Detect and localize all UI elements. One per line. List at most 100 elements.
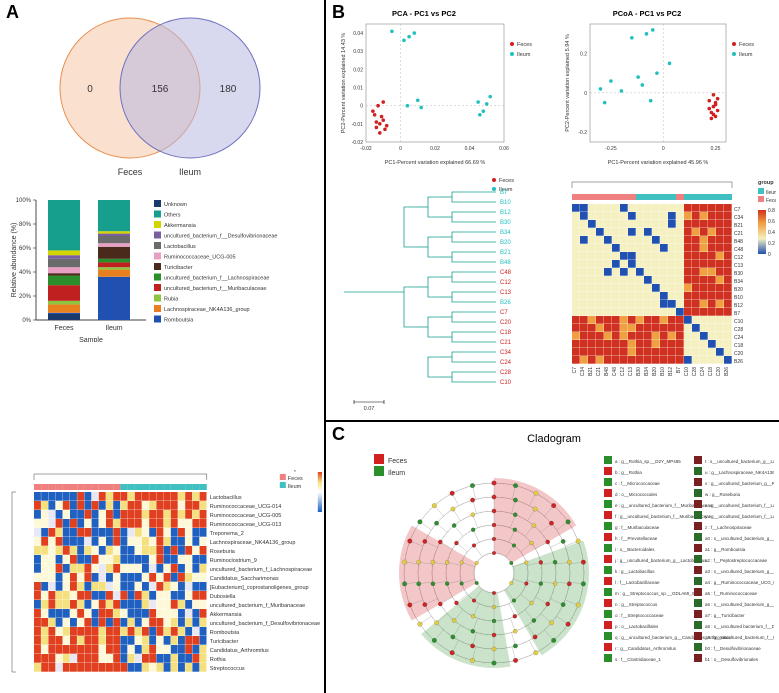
svg-text:B30: B30: [636, 367, 642, 376]
svg-text:C13: C13: [734, 263, 743, 269]
svg-text:C24: C24: [700, 367, 706, 376]
svg-text:a5 : f__Ruminococcaceae: a5 : f__Ruminococcaceae: [705, 591, 758, 596]
svg-text:a1 : g__Romboutsia: a1 : g__Romboutsia: [705, 547, 746, 552]
svg-text:a3 : s__uncultured_bacterium_g: a3 : s__uncultured_bacterium_g__Ruminoco…: [705, 569, 774, 574]
svg-text:Feces: Feces: [499, 178, 514, 184]
svg-text:0.2: 0.2: [768, 241, 775, 247]
svg-text:j : g__uncultured_bacterium_g_: j : g__uncultured_bacterium_g__Lactobaci…: [614, 558, 707, 563]
svg-text:0.03: 0.03: [353, 49, 363, 55]
svg-text:a6 : s__uncultured_bacterium_g: a6 : s__uncultured_bacterium_g__Turiciba…: [705, 602, 774, 607]
svg-text:C24: C24: [500, 360, 512, 366]
svg-text:C21: C21: [500, 340, 512, 346]
svg-text:a : g__Rothia_sp.__D2Y_MP485: a : g__Rothia_sp.__D2Y_MP485: [615, 459, 681, 464]
svg-text:0.01: 0.01: [353, 86, 363, 92]
svg-text:Sample: Sample: [79, 337, 103, 342]
svg-text:b0 : f__Desulfovibrionaceae: b0 : f__Desulfovibrionaceae: [705, 646, 761, 651]
svg-text:Turicibacter: Turicibacter: [164, 265, 193, 271]
svg-text:B34: B34: [500, 230, 511, 236]
svg-text:0.6: 0.6: [768, 219, 775, 225]
svg-text:C18: C18: [734, 343, 743, 349]
svg-text:80%: 80%: [19, 222, 32, 228]
svg-text:C28: C28: [734, 327, 743, 333]
svg-text:Ruminococcaceae_UCG-013: Ruminococcaceae_UCG-013: [210, 522, 282, 528]
svg-text:C12: C12: [500, 280, 512, 286]
svg-text:PC1-Percent variation explaine: PC1-Percent variation explained 45.96 %: [608, 160, 709, 166]
svg-text:0.8: 0.8: [768, 208, 775, 214]
svg-text:v : g__uncultured_bacterium_g_: v : g__uncultured_bacterium_g__Roseburia: [705, 481, 774, 486]
svg-text:B21: B21: [588, 367, 594, 376]
svg-text:C7: C7: [572, 367, 578, 374]
svg-text:C24: C24: [734, 335, 743, 341]
svg-text:PCA - PC1 vs PC2: PCA - PC1 vs PC2: [392, 9, 456, 18]
svg-text:C12: C12: [734, 255, 743, 261]
svg-text:B10: B10: [660, 367, 666, 376]
svg-text:B10: B10: [500, 200, 511, 206]
svg-text:PC2-Percent variation explaine: PC2-Percent variation explained 14.43 %: [341, 33, 347, 134]
venn-diagram: 0156180FecesIleum: [20, 10, 300, 185]
svg-text:B7: B7: [500, 190, 508, 196]
svg-text:0.04: 0.04: [465, 146, 475, 152]
svg-text:uncultured_bacterium_f_Lachnos: uncultured_bacterium_f_Lachnospiraceae: [210, 567, 312, 573]
svg-text:C21: C21: [596, 367, 602, 376]
svg-text:m : g__Streptococcus_sp.__GDLA: m : g__Streptococcus_sp.__GDLAMI_SD1: [615, 591, 701, 596]
svg-text:60%: 60%: [19, 246, 32, 252]
svg-text:B10: B10: [734, 295, 743, 301]
horizontal-divider: [324, 420, 779, 422]
svg-text:a4 : g__Ruminococcaceae_UCG_00: a4 : g__Ruminococcaceae_UCG_005: [705, 580, 774, 585]
svg-text:-0.01: -0.01: [352, 122, 364, 128]
svg-text:uncultured_bacterium_f__Muriba: uncultured_bacterium_f__Muribaculaceae: [164, 286, 266, 292]
svg-text:k : g__Lactobacillus: k : g__Lactobacillus: [615, 569, 655, 574]
svg-text:w : g__Roseburia: w : g__Roseburia: [705, 492, 741, 497]
svg-text:Ileum: Ileum: [739, 52, 753, 58]
svg-text:C13: C13: [628, 367, 634, 376]
svg-text:Turicibacter: Turicibacter: [210, 639, 239, 645]
svg-text:B20: B20: [734, 287, 743, 293]
svg-text:B20: B20: [500, 240, 511, 246]
svg-text:Ileum: Ileum: [179, 167, 201, 177]
svg-text:0: 0: [399, 146, 402, 152]
svg-text:0.4: 0.4: [768, 230, 775, 236]
svg-text:group: group: [758, 180, 774, 186]
svg-text:B48: B48: [734, 239, 743, 245]
svg-text:Akkermansia: Akkermansia: [164, 223, 197, 229]
upgma-tree: FecesIleumB7B10B12B30B34B20B21B48C48C12C…: [334, 174, 544, 414]
svg-text:C20: C20: [500, 320, 512, 326]
svg-text:0: 0: [87, 84, 93, 95]
svg-text:-0.25: -0.25: [605, 146, 617, 152]
svg-text:Unknown: Unknown: [164, 202, 187, 208]
svg-text:a2 : f__Peptostreptococcaceae: a2 : f__Peptostreptococcaceae: [705, 558, 768, 563]
svg-text:Feces: Feces: [517, 42, 532, 48]
svg-text:uncultured_bacterium_f_Muriban: uncultured_bacterium_f_Muribanaceae: [210, 603, 305, 609]
svg-text:Ruminococcaceae_UCG-005: Ruminococcaceae_UCG-005: [164, 255, 236, 261]
svg-text:i : o__Bacteroidales: i : o__Bacteroidales: [615, 547, 655, 552]
panel-label-a: A: [6, 2, 19, 23]
svg-text:0: 0: [768, 252, 771, 258]
svg-text:a8 : s__uncultured bacterium_f: a8 : s__uncultured bacterium_f__Desulfov…: [705, 624, 774, 629]
svg-text:C48: C48: [500, 270, 512, 276]
svg-text:Cladogram: Cladogram: [527, 433, 581, 445]
svg-text:0.25: 0.25: [711, 146, 721, 152]
svg-text:y : g__uncultured_bacterium_f_: y : g__uncultured_bacterium_f__Lachnospi…: [705, 514, 774, 519]
svg-text:x : g__uncultured_bacterium_f_: x : g__uncultured_bacterium_f__Lachnospi…: [705, 503, 774, 508]
svg-text:g : f__Muribaculaceae: g : f__Muribaculaceae: [615, 525, 660, 530]
svg-text:Romboutsia: Romboutsia: [164, 318, 194, 324]
svg-text:B12: B12: [668, 367, 674, 376]
svg-text:b1 : o__Desulfovibrionales: b1 : o__Desulfovibrionales: [705, 657, 759, 662]
svg-text:s : f__Clostridiaceae_1: s : f__Clostridiaceae_1: [615, 657, 661, 662]
svg-text:0.02: 0.02: [353, 67, 363, 73]
svg-text:Akkermansia: Akkermansia: [210, 612, 243, 618]
svg-text:0.06: 0.06: [499, 146, 509, 152]
svg-text:Treponema_2: Treponema_2: [210, 531, 244, 537]
svg-text:C10: C10: [734, 319, 743, 325]
svg-text:Rubia: Rubia: [164, 297, 179, 303]
svg-text:Feces: Feces: [288, 476, 303, 482]
svg-text:100%: 100%: [16, 198, 32, 204]
svg-text:Lachnospiraceae_NK4A136_group: Lachnospiraceae_NK4A136_group: [210, 540, 296, 546]
svg-text:C34: C34: [580, 367, 586, 376]
svg-text:Candidatus_Arthromitus: Candidatus_Arthromitus: [210, 648, 269, 654]
svg-text:c : f__Micrococcaceae: c : f__Micrococcaceae: [615, 481, 660, 486]
svg-text:0: 0: [584, 91, 587, 97]
heatmap-a: LactobacillusRuminococcaceae_UCG-014Rumi…: [6, 470, 322, 688]
svg-text:uncultured_bacterium_f_Desulfo: uncultured_bacterium_f_Desulfovibrionace…: [210, 621, 320, 627]
svg-text:B7: B7: [734, 311, 740, 317]
